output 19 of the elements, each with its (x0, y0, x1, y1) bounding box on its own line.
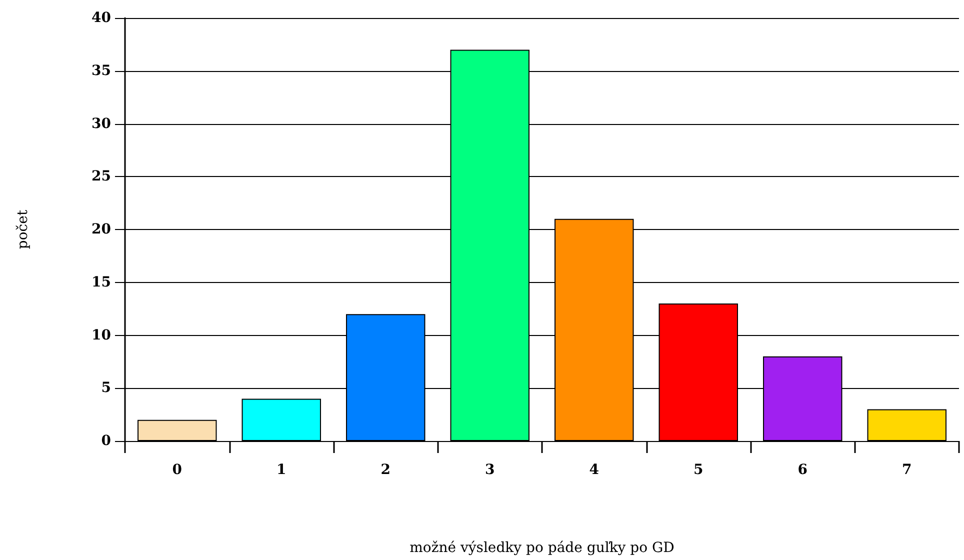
x-tick-label: 0 (172, 462, 182, 478)
x-tick-label: 6 (798, 462, 808, 478)
y-tick-label: 0 (101, 433, 112, 449)
y-tick-label: 35 (92, 62, 111, 79)
y-tick-label: 15 (92, 274, 111, 290)
y-tick-label: 40 (92, 10, 112, 26)
y-tick-label: 30 (92, 116, 112, 132)
x-axis-title: možné výsledky po páde guľky po GD (410, 540, 674, 556)
y-tick-label: 20 (92, 222, 112, 238)
y-axis-title: počet (15, 210, 31, 250)
x-tick-label: 1 (276, 462, 286, 478)
x-tick-label: 3 (485, 462, 495, 478)
y-tick-label: 10 (92, 327, 112, 344)
y-tick-label: 25 (92, 168, 111, 185)
x-tick-label: 5 (694, 462, 704, 478)
y-tick-label: 5 (101, 380, 111, 396)
x-tick-label: 2 (380, 462, 390, 478)
x-tick-label: 4 (589, 462, 600, 478)
x-tick-label: 7 (902, 462, 912, 478)
